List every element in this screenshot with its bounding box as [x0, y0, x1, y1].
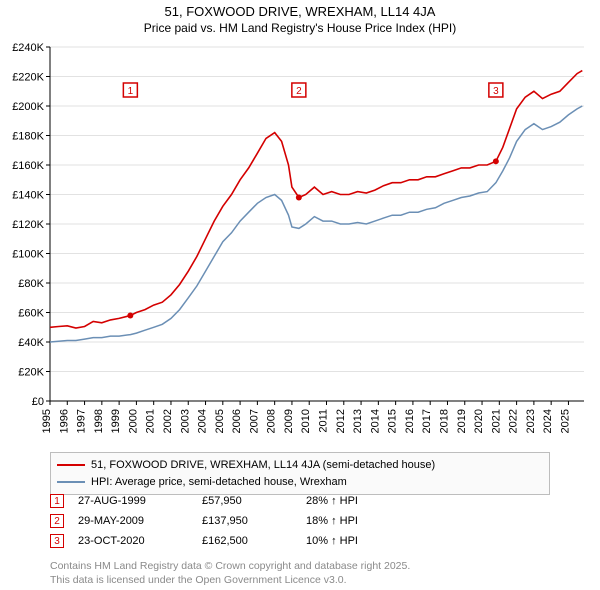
legend-swatch — [57, 481, 85, 483]
x-tick-label: 2017 — [421, 409, 433, 433]
x-tick-label: 2009 — [283, 409, 295, 433]
x-tick-label: 2005 — [214, 409, 226, 433]
x-tick-label: 2003 — [179, 409, 191, 433]
y-tick-label: £160K — [12, 160, 44, 172]
y-tick-label: £60K — [18, 307, 44, 319]
legend: 51, FOXWOOD DRIVE, WREXHAM, LL14 4JA (se… — [50, 452, 550, 495]
x-tick-label: 2018 — [438, 409, 450, 433]
chart-title: 51, FOXWOOD DRIVE, WREXHAM, LL14 4JA — [0, 0, 600, 21]
y-tick-label: £200K — [12, 101, 44, 113]
x-tick-label: 2012 — [335, 409, 347, 433]
x-tick-label: 1996 — [58, 409, 70, 433]
x-tick-label: 2023 — [525, 409, 537, 433]
sale-point-2 — [296, 194, 302, 200]
y-tick-label: £180K — [12, 130, 44, 142]
x-tick-label: 1999 — [110, 409, 122, 433]
sale-point-3 — [493, 158, 499, 164]
x-tick-label: 2019 — [456, 409, 468, 433]
sale-price: £57,950 — [202, 495, 292, 507]
sale-date: 29-MAY-2009 — [78, 515, 188, 527]
x-tick-label: 2013 — [352, 409, 364, 433]
y-tick-label: £220K — [12, 71, 44, 83]
chart-svg: £0 £20K £40K £60K £80K £100K £120K £140K £160K £1… — [0, 39, 600, 449]
y-tick-label: £100K — [12, 248, 44, 260]
sale-delta: 18% ↑ HPI — [306, 515, 406, 527]
y-tick-label: £240K — [12, 42, 44, 54]
x-tick-label: 2015 — [387, 409, 399, 433]
x-tick-label: 2024 — [542, 409, 554, 433]
x-tick-label: 2022 — [508, 409, 520, 433]
legend-swatch — [57, 464, 85, 466]
x-tick-label: 2016 — [404, 409, 416, 433]
sale-row: 3 23-OCT-2020 £162,500 10% ↑ HPI — [50, 534, 550, 548]
x-tick-label: 1997 — [76, 409, 88, 433]
sale-delta: 10% ↑ HPI — [306, 535, 406, 547]
sale-row-marker: 2 — [50, 514, 64, 528]
x-tick-label: 1995 — [41, 409, 53, 433]
y-tick-label: £40K — [18, 337, 44, 349]
x-tick-label: 2010 — [300, 409, 312, 433]
legend-label: HPI: Average price, semi-detached house,… — [91, 474, 347, 491]
x-tick-label: 2008 — [266, 409, 278, 433]
x-tick-label: 2004 — [197, 409, 209, 433]
x-tick-label: 2006 — [231, 409, 243, 433]
sale-marker-label-1: 1 — [128, 86, 134, 97]
x-tick-label: 2000 — [127, 409, 139, 433]
x-tick-label: 2001 — [145, 409, 157, 433]
x-tick-label: 2011 — [318, 409, 330, 433]
sale-date: 23-OCT-2020 — [78, 535, 188, 547]
chart-page: 51, FOXWOOD DRIVE, WREXHAM, LL14 4JA Pri… — [0, 0, 600, 590]
sale-row: 2 29-MAY-2009 £137,950 18% ↑ HPI — [50, 514, 550, 528]
sale-price: £137,950 — [202, 515, 292, 527]
legend-row: 51, FOXWOOD DRIVE, WREXHAM, LL14 4JA (se… — [57, 457, 543, 474]
legend-label: 51, FOXWOOD DRIVE, WREXHAM, LL14 4JA (se… — [91, 457, 435, 474]
chart-area: £0 £20K £40K £60K £80K £100K £120K £140K £160K £1… — [0, 39, 600, 449]
sale-row: 1 27-AUG-1999 £57,950 28% ↑ HPI — [50, 494, 550, 508]
legend-row: HPI: Average price, semi-detached house,… — [57, 474, 543, 491]
x-tick-label: 2025 — [559, 409, 571, 433]
footer-attribution: Contains HM Land Registry data © Crown c… — [50, 560, 550, 587]
sale-date: 27-AUG-1999 — [78, 495, 188, 507]
sale-point-1 — [127, 312, 133, 318]
sale-delta: 28% ↑ HPI — [306, 495, 406, 507]
x-tick-label: 2014 — [369, 409, 381, 433]
x-tick-label: 2002 — [162, 409, 174, 433]
x-tick-label: 2021 — [490, 409, 502, 433]
sale-row-marker: 1 — [50, 494, 64, 508]
y-tick-label: £140K — [12, 189, 44, 201]
sale-marker-label-2: 2 — [296, 86, 302, 97]
chart-subtitle: Price paid vs. HM Land Registry's House … — [0, 21, 600, 39]
footer-line-2: This data is licensed under the Open Gov… — [50, 574, 347, 586]
x-tick-label: 2020 — [473, 409, 485, 433]
y-tick-label: £0 — [32, 396, 44, 408]
x-tick-label: 1998 — [93, 409, 105, 433]
y-tick-label: £120K — [12, 219, 44, 231]
y-tick-label: £20K — [18, 366, 44, 378]
sale-marker-label-3: 3 — [493, 86, 499, 97]
footer-line-1: Contains HM Land Registry data © Crown c… — [50, 560, 410, 572]
sale-row-marker: 3 — [50, 534, 64, 548]
sale-price: £162,500 — [202, 535, 292, 547]
y-tick-label: £80K — [18, 278, 44, 290]
x-tick-label: 2007 — [248, 409, 260, 433]
